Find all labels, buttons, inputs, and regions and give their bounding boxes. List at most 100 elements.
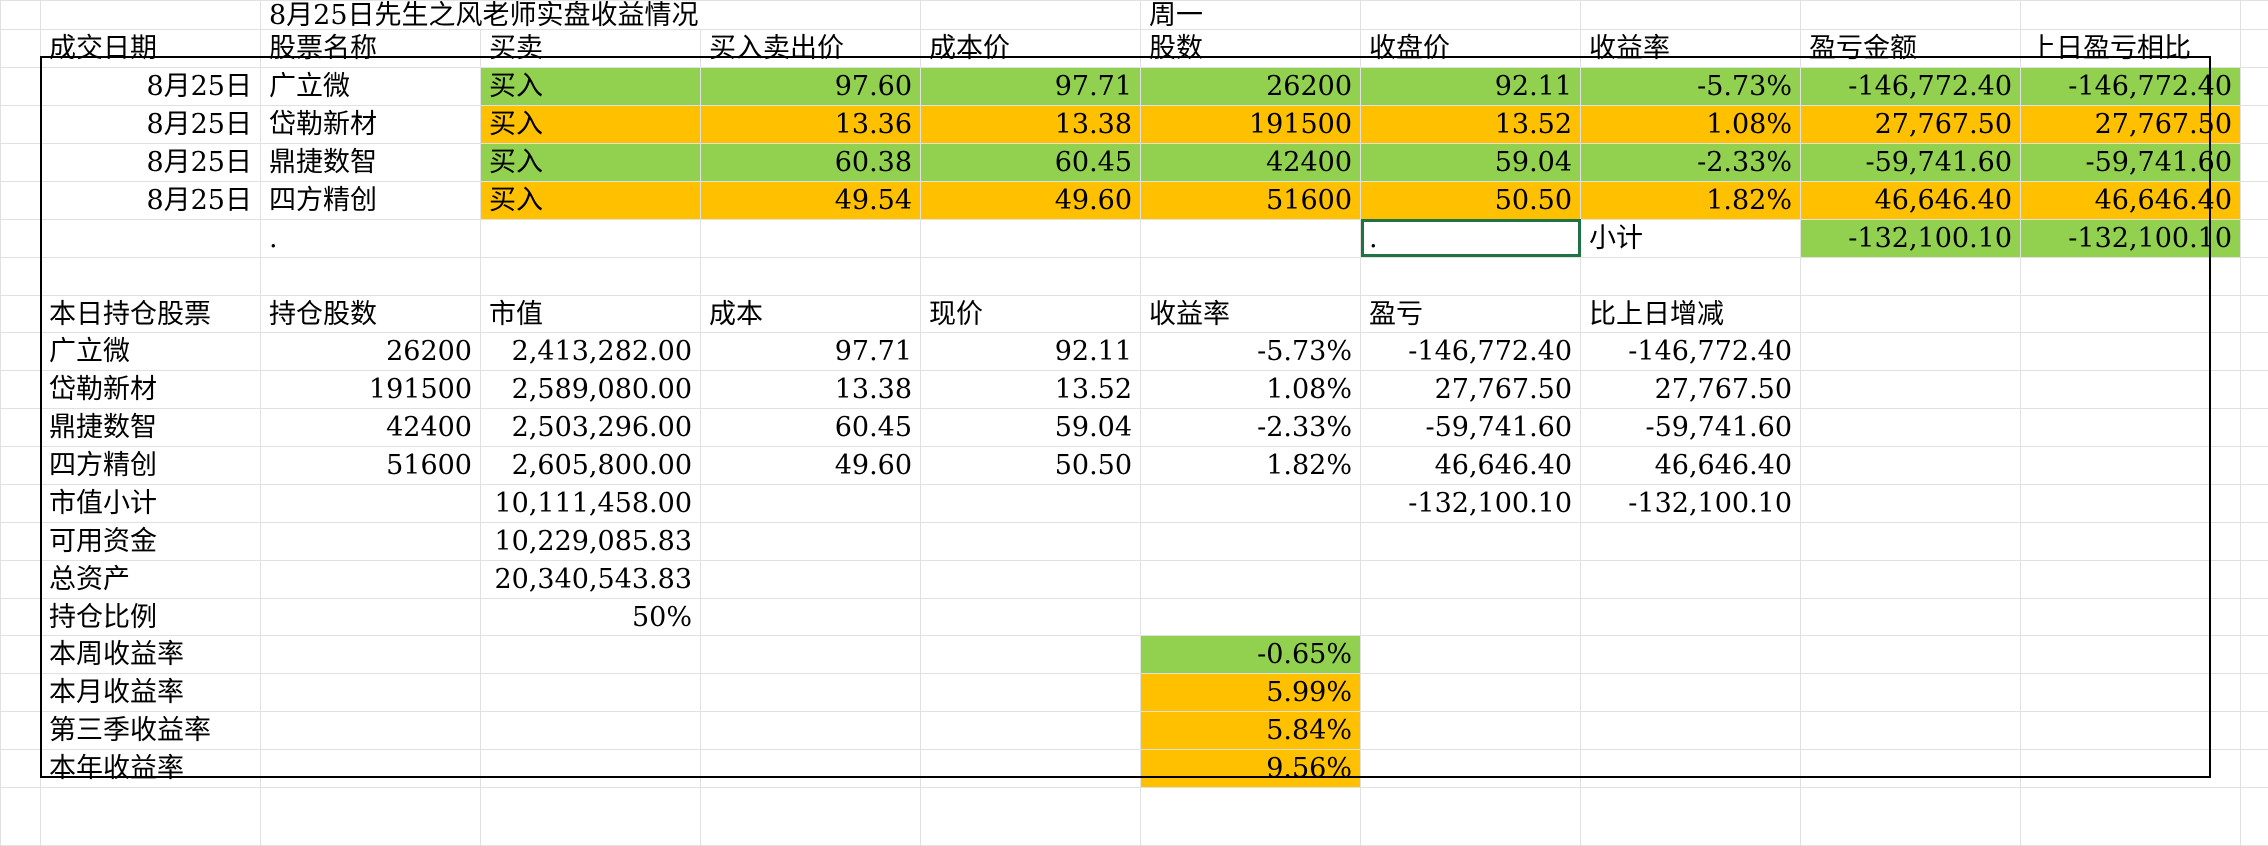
trade-date-cell[interactable]: 8月25日 [40,105,261,145]
cell[interactable] [1360,673,1582,713]
holding-price-cell[interactable]: 59.04 [920,408,1142,448]
cell[interactable] [920,483,1142,523]
cell[interactable] [2020,711,2242,751]
cell[interactable] [699,786,922,846]
cell[interactable] [1140,559,1362,599]
trade-rate-cell[interactable]: -2.33% [1580,143,1802,182]
cell[interactable] [1360,256,1582,296]
trade-rate-cell[interactable]: 1.82% [1580,180,1802,220]
cell[interactable] [0,332,41,372]
cell[interactable] [40,786,261,846]
cell[interactable] [699,521,922,561]
cell[interactable] [1800,370,2022,410]
cell[interactable] [1580,559,1802,599]
cell[interactable] [2020,635,2242,675]
cell[interactable] [1800,408,2022,448]
cell[interactable] [2020,370,2242,410]
available-cash-label[interactable]: 可用资金 [40,521,261,561]
cell[interactable] [0,597,41,637]
cell[interactable] [0,521,41,561]
cell[interactable] [1580,256,1802,296]
cell[interactable] [1360,0,1582,31]
holding-name-cell[interactable]: 广立微 [40,332,261,372]
cell[interactable] [1800,786,2022,846]
trade-pnl-cell[interactable]: -59,741.60 [1800,143,2022,182]
cell[interactable] [0,143,41,182]
cell[interactable] [0,786,41,846]
market-value-change-cell[interactable]: -132,100.10 [1580,483,1802,523]
cell[interactable] [1800,749,2022,788]
cell[interactable] [260,786,481,846]
cell[interactable] [1800,294,2022,334]
header-cell[interactable]: 股票名称 [260,29,481,69]
cell[interactable] [1800,559,2022,599]
cell[interactable] [1140,483,1362,523]
cell[interactable] [1580,635,1802,675]
cell[interactable] [920,673,1142,713]
trade-vs-prev-cell[interactable]: 46,646.40 [2020,180,2242,220]
holding-change-cell[interactable]: -146,772.40 [1580,332,1802,372]
cell[interactable] [0,483,41,523]
dot-cell[interactable]: . [260,218,481,258]
holding-value-cell[interactable]: 2,413,282.00 [480,332,701,372]
trade-side-cell[interactable]: 买入 [480,67,701,107]
trade-cost-cell[interactable]: 49.60 [920,180,1142,220]
cell[interactable] [1360,786,1582,846]
trade-name-cell[interactable]: 广立微 [260,67,481,107]
header-cell[interactable]: 盈亏金额 [1800,29,2022,69]
header-cell[interactable]: 成本价 [920,29,1142,69]
weekly-return-cell[interactable]: -0.65% [1140,635,1362,675]
cell[interactable] [2240,67,2268,107]
cell[interactable] [920,711,1142,751]
trade-price-cell[interactable]: 60.38 [699,143,922,182]
cell[interactable] [0,29,41,69]
holding-rate-cell[interactable]: -5.73% [1140,332,1362,372]
trade-cost-cell[interactable]: 13.38 [920,105,1142,145]
header-cell[interactable]: 收益率 [1580,29,1802,69]
monthly-return-label[interactable]: 本月收益率 [40,673,261,713]
cell[interactable] [0,294,41,334]
holding-pnl-cell[interactable]: 46,646.40 [1360,446,1582,485]
holding-shares-cell[interactable]: 191500 [260,370,481,410]
holding-price-cell[interactable]: 13.52 [920,370,1142,410]
cell[interactable] [260,559,481,599]
header-cell[interactable]: 成交日期 [40,29,261,69]
selected-cell[interactable]: . [1360,218,1582,258]
cell[interactable] [920,218,1142,258]
trade-date-cell[interactable]: 8月25日 [40,67,261,107]
cell[interactable] [0,408,41,448]
cell[interactable] [1360,521,1582,561]
cell[interactable] [1800,673,2022,713]
cell[interactable] [1360,711,1582,751]
header-cell[interactable]: 买入卖出价 [699,29,922,69]
holding-change-cell[interactable]: 27,767.50 [1580,370,1802,410]
cell[interactable] [1800,332,2022,372]
trade-shares-cell[interactable]: 51600 [1140,180,1362,220]
cell[interactable] [0,711,41,751]
cell[interactable] [0,446,41,485]
cell[interactable] [2240,294,2268,334]
cell[interactable] [1360,749,1582,788]
cell[interactable] [1580,749,1802,788]
cell[interactable] [2240,143,2268,182]
trade-rate-cell[interactable]: -5.73% [1580,67,1802,107]
cell[interactable] [2240,483,2268,523]
quarterly-return-label[interactable]: 第三季收益率 [40,711,261,751]
cell[interactable] [1140,256,1362,296]
market-value-pnl-cell[interactable]: -132,100.10 [1360,483,1582,523]
total-assets-cell[interactable]: 20,340,543.83 [480,559,701,599]
cell[interactable] [1580,711,1802,751]
trade-date-cell[interactable]: 8月25日 [40,143,261,182]
cell[interactable] [1800,483,2022,523]
holding-rate-cell[interactable]: 1.08% [1140,370,1362,410]
trade-pnl-cell[interactable]: 46,646.40 [1800,180,2022,220]
trade-side-cell[interactable]: 买入 [480,105,701,145]
cell[interactable] [2240,29,2268,69]
cell[interactable] [2020,332,2242,372]
cell[interactable] [0,180,41,220]
cell[interactable] [699,218,922,258]
cell[interactable] [1800,0,2022,31]
trade-price-cell[interactable]: 49.54 [699,180,922,220]
holding-change-cell[interactable]: -59,741.60 [1580,408,1802,448]
cell[interactable] [920,597,1142,637]
